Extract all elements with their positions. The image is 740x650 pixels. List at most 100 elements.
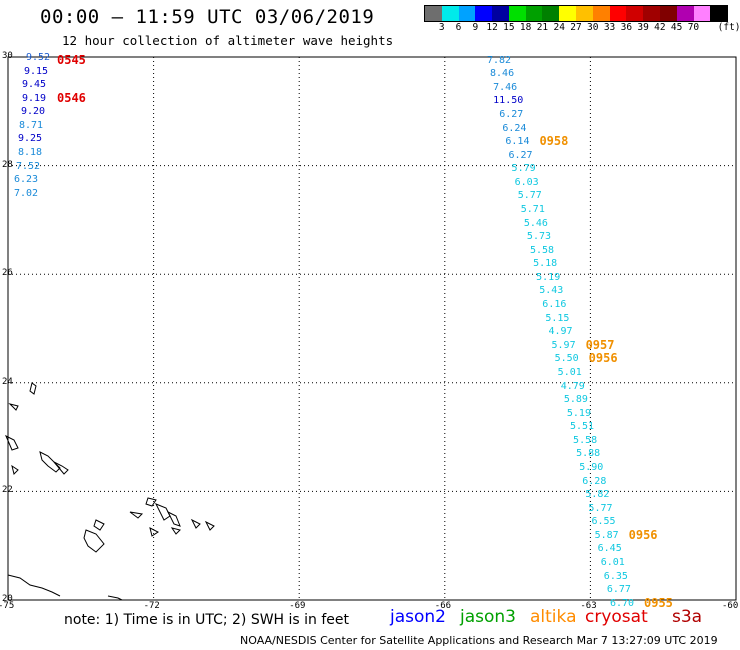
- wave-height-label: 5.43: [539, 285, 564, 297]
- wave-height-label: 5.58: [530, 244, 555, 256]
- colorbar-tick-label: 21: [536, 22, 549, 33]
- colorbar-unit-label: (ft): [717, 22, 740, 33]
- coastline-path: [93, 519, 105, 531]
- wave-height-label: 5.51: [569, 421, 595, 433]
- wave-height-label: 9.52: [25, 52, 51, 63]
- pass-time-label: 0545: [57, 52, 86, 67]
- satellite-legend-altika: altika: [530, 607, 577, 627]
- wave-height-label: 6.03: [514, 176, 539, 188]
- wave-height-label: 5.73: [526, 231, 552, 243]
- longitude-label: -69: [289, 601, 306, 611]
- coastline-path: [29, 382, 37, 395]
- wave-height-label: 9.25: [17, 133, 43, 145]
- wave-height-label: 6.45: [597, 543, 622, 555]
- colorbar-tick-label: 39: [637, 22, 649, 33]
- colorbar-tick-label: 33: [603, 22, 616, 33]
- coastline-islands: [5, 382, 215, 601]
- colorbar-tick-label: 12: [486, 22, 498, 33]
- wave-height-label: 5.46: [523, 217, 548, 229]
- wave-height-label: 7.52: [15, 160, 41, 172]
- wave-height-label: 9.19: [21, 92, 47, 104]
- wave-height-label: 5.15: [545, 312, 570, 324]
- coastline-path: [190, 518, 201, 529]
- colorbar-swatch: [492, 6, 509, 21]
- coastline-path: [170, 527, 181, 535]
- wave-height-label: 7.82: [486, 54, 512, 66]
- wave-height-label: 6.27: [499, 109, 524, 120]
- colorbar-swatch: [592, 6, 610, 21]
- wave-height-label: 5.71: [520, 204, 545, 216]
- pass-time-label: 0955: [644, 595, 673, 610]
- coastline-path: [166, 510, 181, 527]
- longitude-label: -63: [580, 601, 597, 611]
- wave-height-label: 4.79: [560, 380, 585, 392]
- wave-height-label: 8.18: [17, 147, 43, 159]
- wave-height-label: 5.97: [551, 339, 576, 351]
- wave-height-label: 5.89: [563, 394, 588, 406]
- wave-height-label: 6.70: [609, 597, 635, 609]
- wave-height-label: 7.02: [13, 187, 39, 199]
- wave-height-label: 7.46: [493, 81, 518, 93]
- wave-height-label: 6.35: [603, 570, 628, 582]
- page-title: 00:00 – 11:59 UTC 03/06/2019: [40, 6, 375, 28]
- wave-height-label: 6.16: [542, 299, 567, 311]
- longitude-label: -75: [0, 601, 15, 611]
- colorbar-swatch: [676, 6, 694, 21]
- coastline-path: [149, 527, 159, 537]
- colorbar-swatch: [559, 6, 577, 21]
- satellite-legend-cryosat: cryosat: [585, 607, 648, 627]
- wave-height-label: 5.87: [594, 529, 619, 541]
- wave-height-label: 5.19: [536, 271, 561, 283]
- wave-height-label: 6.28: [582, 475, 607, 487]
- wave-height-label: 6.55: [591, 516, 616, 528]
- satellite-legend-jason3: jason3: [460, 607, 516, 627]
- footer-credit: NOAA/NESDIS Center for Satellite Applica…: [240, 634, 718, 647]
- wave-height-label: 6.24: [502, 122, 527, 134]
- colorbar-swatch: [693, 6, 711, 21]
- latitude-label: 24: [2, 376, 13, 387]
- wave-height-label: 6.77: [606, 584, 631, 596]
- coastline-path: [8, 403, 19, 411]
- footer-note: note: 1) Time is in UTC; 2) SWH is in fe…: [64, 612, 350, 628]
- wave-height-label: 8.46: [490, 68, 515, 80]
- coastline-path: [83, 529, 105, 553]
- colorbar-swatch: [576, 6, 593, 21]
- colorbar-swatch: [710, 6, 728, 21]
- colorbar-swatch: [475, 6, 493, 21]
- colorbar-tick-label: 15: [503, 22, 515, 33]
- colorbar-tick-label: 9: [472, 22, 479, 33]
- coastline-path: [5, 434, 19, 451]
- latitude-label: 28: [2, 159, 13, 170]
- coastline-path: [129, 511, 144, 519]
- pass-time-label: 0546: [57, 90, 86, 105]
- wave-height-label: 5.88: [576, 448, 601, 460]
- latitude-label: 22: [2, 485, 13, 496]
- lat-lon-grid: [7, 56, 737, 601]
- wave-height-label: 9.20: [20, 106, 46, 118]
- pass-time-label: 0956: [628, 527, 658, 542]
- wave-height-label: 11.50: [493, 95, 524, 107]
- colorbar-tick-label: 36: [620, 22, 633, 33]
- latitude-label: 30: [2, 51, 13, 61]
- longitude-label: -60: [722, 601, 739, 611]
- wave-height-label: 5.82: [585, 489, 610, 501]
- pass-time-label: 0957: [585, 337, 615, 352]
- wave-height-label: 5.01: [557, 366, 582, 378]
- colorbar-swatch: [508, 6, 526, 21]
- wave-height-colorbar: [424, 5, 728, 22]
- longitude-label: -72: [143, 601, 160, 611]
- colorbar-swatch: [609, 6, 627, 21]
- wave-height-label: 4.97: [548, 326, 573, 338]
- colorbar-swatch: [542, 6, 560, 21]
- colorbar-swatch: [659, 6, 677, 21]
- colorbar-tick-label: 42: [654, 22, 666, 33]
- colorbar-tick-label: 24: [553, 22, 565, 33]
- wave-height-label: 6.01: [600, 556, 625, 568]
- coastline-path: [11, 464, 19, 475]
- colorbar-swatch: [425, 6, 442, 21]
- wave-height-label: 5.90: [579, 461, 604, 473]
- wave-height-label: 9.45: [21, 79, 47, 91]
- wave-height-label: 5.58: [573, 434, 598, 446]
- wave-height-label: 6.27: [508, 149, 533, 161]
